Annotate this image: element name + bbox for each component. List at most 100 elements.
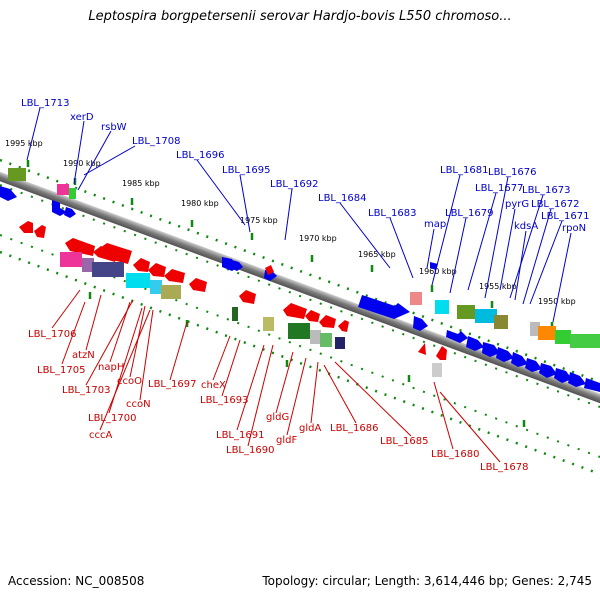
gene-box[interactable] bbox=[69, 188, 76, 199]
gene-box[interactable] bbox=[60, 252, 82, 267]
gene-label-lbl-1705[interactable]: LBL_1705 bbox=[37, 365, 85, 376]
gene-label-lbl-1671[interactable]: LBL_1671 bbox=[541, 211, 589, 222]
gene-box[interactable] bbox=[410, 292, 422, 305]
gene-label-lbl-1703[interactable]: LBL_1703 bbox=[62, 385, 110, 396]
gene-arrow[interactable] bbox=[189, 278, 207, 292]
gene-box[interactable] bbox=[432, 363, 442, 377]
gene-label-lbl-1680[interactable]: LBL_1680 bbox=[431, 449, 479, 460]
gene-box[interactable] bbox=[161, 285, 181, 299]
gene-label-lbl-1713[interactable]: LBL_1713 bbox=[21, 98, 69, 109]
gene-arrow[interactable] bbox=[133, 258, 150, 272]
gene-box[interactable] bbox=[570, 334, 600, 348]
gene-label-lbl-1691[interactable]: LBL_1691 bbox=[216, 430, 264, 441]
forward-function-boxes[interactable] bbox=[8, 168, 600, 348]
gene-arrow[interactable] bbox=[19, 221, 33, 233]
gene-label-lbl-1700[interactable]: LBL_1700 bbox=[88, 413, 136, 424]
gene-arrow[interactable] bbox=[0, 186, 17, 201]
gene-label-ccoo[interactable]: ccoO bbox=[117, 376, 142, 387]
gene-label-gldf[interactable]: gldF bbox=[276, 435, 297, 446]
gene-box[interactable] bbox=[320, 333, 332, 347]
gene-box[interactable] bbox=[57, 184, 69, 195]
gene-arrow[interactable] bbox=[65, 238, 95, 256]
gene-arrow[interactable] bbox=[539, 363, 557, 378]
gene-label-rsbw[interactable]: rsbW bbox=[101, 122, 127, 133]
gene-label-lbl-1681[interactable]: LBL_1681 bbox=[440, 165, 488, 176]
gene-box[interactable] bbox=[232, 307, 238, 321]
gene-arrow[interactable] bbox=[265, 265, 274, 275]
gene-box[interactable] bbox=[82, 258, 94, 272]
gene-box[interactable] bbox=[335, 337, 345, 349]
gene-label-lbl-1708[interactable]: LBL_1708 bbox=[132, 136, 180, 147]
gene-arrow[interactable] bbox=[283, 303, 307, 319]
gene-box[interactable] bbox=[494, 315, 508, 329]
gene-arrow[interactable] bbox=[148, 263, 166, 277]
gene-arrow[interactable] bbox=[100, 243, 132, 264]
gene-box[interactable] bbox=[288, 323, 310, 339]
gene-label-xerd[interactable]: xerD bbox=[70, 112, 94, 123]
gene-arrow[interactable] bbox=[466, 336, 484, 351]
gene-arrow[interactable] bbox=[358, 295, 410, 319]
gene-label-lbl-1695[interactable]: LBL_1695 bbox=[222, 165, 270, 176]
gene-label-glda[interactable]: gldA bbox=[299, 423, 321, 434]
gene-box[interactable] bbox=[475, 309, 497, 323]
gene-arrow[interactable] bbox=[525, 358, 542, 372]
gene-box[interactable] bbox=[530, 322, 540, 336]
gene-box[interactable] bbox=[310, 330, 321, 344]
gene-arrow[interactable] bbox=[338, 320, 349, 332]
gene-arrow[interactable] bbox=[584, 378, 600, 392]
gene-arrow[interactable] bbox=[482, 342, 500, 357]
gene-label-lbl-1685[interactable]: LBL_1685 bbox=[380, 436, 428, 447]
gene-arrow[interactable] bbox=[436, 346, 447, 360]
gene-arrow[interactable] bbox=[418, 343, 426, 355]
gene-label-lbl-1692[interactable]: LBL_1692 bbox=[270, 179, 318, 190]
gene-arrow[interactable] bbox=[34, 225, 46, 238]
gene-box[interactable] bbox=[150, 280, 162, 294]
gene-arrow[interactable] bbox=[305, 310, 320, 322]
gene-label-rpon[interactable]: rpoN bbox=[562, 223, 586, 234]
reverse-function-boxes[interactable] bbox=[60, 252, 442, 377]
gene-box[interactable] bbox=[263, 317, 274, 331]
gene-arrow[interactable] bbox=[554, 368, 572, 383]
gene-arrow[interactable] bbox=[319, 315, 336, 328]
gene-arrow[interactable] bbox=[413, 316, 428, 331]
gene-arrow[interactable] bbox=[239, 290, 256, 304]
gene-label-lbl-1706[interactable]: LBL_1706 bbox=[28, 329, 76, 340]
gene-label-atzn[interactable]: atzN bbox=[72, 350, 95, 361]
gene-label-lbl-1677[interactable]: LBL_1677 bbox=[475, 183, 523, 194]
reverse-strand-genes[interactable] bbox=[19, 221, 447, 360]
gene-arrow[interactable] bbox=[446, 330, 468, 343]
gene-label-kdsa[interactable]: kdsA bbox=[514, 221, 538, 232]
gene-label-lbl-1690[interactable]: LBL_1690 bbox=[226, 445, 274, 456]
gene-label-pyrg[interactable]: pyrG bbox=[505, 199, 529, 210]
gene-label-lbl-1679[interactable]: LBL_1679 bbox=[445, 208, 493, 219]
gene-label-lbl-1673[interactable]: LBL_1673 bbox=[522, 185, 570, 196]
gene-box[interactable] bbox=[126, 273, 150, 288]
gene-label-chex[interactable]: cheX bbox=[201, 380, 226, 391]
gene-label-ccca[interactable]: cccA bbox=[89, 430, 112, 441]
gene-label-ccon[interactable]: ccoN bbox=[126, 399, 151, 410]
gene-label-lbl-1676[interactable]: LBL_1676 bbox=[488, 167, 536, 178]
gene-arrow[interactable] bbox=[568, 372, 586, 387]
gene-box[interactable] bbox=[538, 326, 556, 340]
gene-box[interactable] bbox=[555, 330, 571, 344]
gene-box[interactable] bbox=[8, 168, 26, 181]
gene-label-map[interactable]: map bbox=[424, 219, 446, 230]
gene-label-lbl-1672[interactable]: LBL_1672 bbox=[531, 199, 579, 210]
gene-arrow[interactable] bbox=[230, 260, 243, 271]
gene-label-lbl-1693[interactable]: LBL_1693 bbox=[200, 395, 248, 406]
gene-box[interactable] bbox=[92, 262, 124, 277]
gene-box[interactable] bbox=[435, 300, 449, 314]
gene-arrow[interactable] bbox=[496, 347, 514, 362]
gene-label-lbl-1696[interactable]: LBL_1696 bbox=[176, 150, 224, 161]
forward-strand-genes[interactable] bbox=[0, 186, 600, 392]
gene-label-lbl-1683[interactable]: LBL_1683 bbox=[368, 208, 416, 219]
gene-arrow[interactable] bbox=[64, 207, 76, 218]
gene-label-naph[interactable]: napH bbox=[98, 362, 124, 373]
gene-arrow[interactable] bbox=[164, 269, 185, 283]
gene-box[interactable] bbox=[457, 305, 475, 319]
gene-arrow[interactable] bbox=[511, 352, 528, 367]
gene-label-lbl-1684[interactable]: LBL_1684 bbox=[318, 193, 366, 204]
gene-label-lbl-1686[interactable]: LBL_1686 bbox=[330, 423, 378, 434]
gene-label-lbl-1678[interactable]: LBL_1678 bbox=[480, 462, 528, 473]
